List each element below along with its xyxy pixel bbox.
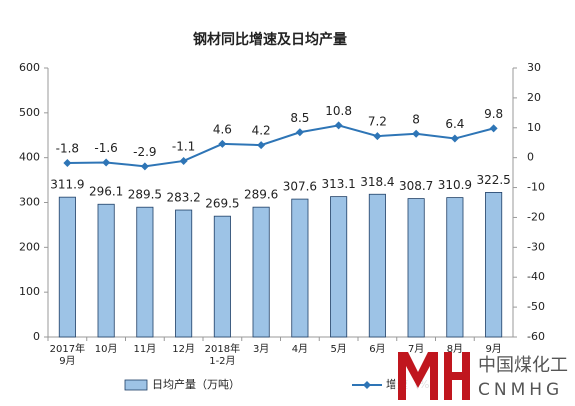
bar xyxy=(136,206,154,338)
bar-value-label: 322.5 xyxy=(476,173,510,187)
line-value-label: -1.6 xyxy=(94,141,117,155)
line-value-label: 8 xyxy=(412,112,420,126)
bar xyxy=(213,215,231,338)
bar-value-label: 296.1 xyxy=(89,185,123,199)
bar-value-label: 283.2 xyxy=(166,191,200,205)
chart-title: 钢材同比增速及日均产量 xyxy=(193,31,347,48)
x-tick-label: 12月 xyxy=(172,344,195,355)
y-tick-label: 300 xyxy=(19,196,40,209)
line-marker xyxy=(489,124,498,133)
legend-swatch xyxy=(124,379,148,391)
bar xyxy=(446,197,464,338)
bar xyxy=(97,203,115,338)
x-tick-label: 2018年 1-2月 xyxy=(204,344,241,367)
line-value-label: -2.9 xyxy=(133,145,156,159)
line-value-label: 10.8 xyxy=(325,104,352,118)
line-marker xyxy=(179,156,188,165)
legend-label: 日均产量（万吨） xyxy=(152,377,240,391)
line-marker xyxy=(450,134,459,143)
x-tick-label: 10月 xyxy=(94,344,118,355)
bar-value-label: 289.6 xyxy=(244,188,278,202)
watermark-bg xyxy=(395,345,575,406)
x-tick-label: 8月 xyxy=(446,344,464,355)
y-tick-label: 200 xyxy=(19,240,40,253)
legend-marker xyxy=(363,381,371,389)
y-tick-label: 100 xyxy=(19,285,40,298)
x-tick-label: 4月 xyxy=(291,344,309,355)
x-tick-label: 2017年 9月 xyxy=(49,344,86,367)
line-value-label: 8.5 xyxy=(290,111,309,125)
line-marker xyxy=(140,162,149,171)
line-marker xyxy=(257,141,266,150)
watermark: 中国煤化工 CNMHG xyxy=(395,345,575,406)
y-tick-label: 400 xyxy=(19,151,40,164)
x-tick-label: 9月 xyxy=(485,344,502,355)
y2-tick-label: 20 xyxy=(527,91,541,104)
x-tick-label: 3月 xyxy=(252,344,270,355)
watermark-cn: 中国煤化工 xyxy=(478,355,568,376)
line-marker xyxy=(334,121,343,130)
y2-tick-label: -30 xyxy=(527,240,545,253)
line-marker xyxy=(412,129,421,138)
bar xyxy=(368,193,386,338)
bar xyxy=(407,198,425,338)
y2-tick-label: -60 xyxy=(527,330,545,343)
line-value-label: -1.1 xyxy=(172,139,195,153)
line-value-label: -1.8 xyxy=(56,142,79,156)
line-value-label: 7.2 xyxy=(368,115,387,129)
x-tick-label: 5月 xyxy=(330,344,347,355)
watermark-en: CNMHG xyxy=(478,380,563,400)
line-marker xyxy=(295,128,304,137)
bar xyxy=(485,192,503,338)
bar-value-label: 311.9 xyxy=(50,178,84,192)
bar xyxy=(330,196,348,338)
line-marker xyxy=(63,159,72,168)
y2-tick-label: 10 xyxy=(527,121,541,134)
bar-value-label: 289.5 xyxy=(128,188,162,202)
line-value-label: 9.8 xyxy=(484,107,503,121)
bar-value-label: 269.5 xyxy=(205,197,239,211)
y2-tick-label: -10 xyxy=(527,181,545,194)
x-tick-label: 6月 xyxy=(369,344,386,355)
line-value-label: 6.4 xyxy=(445,117,464,131)
y2-tick-label: -50 xyxy=(527,300,545,313)
y2-tick-label: 30 xyxy=(527,61,541,74)
y2-tick-label: -40 xyxy=(527,270,545,283)
y2-tick-label: 0 xyxy=(527,151,534,164)
x-tick-label: 7月 xyxy=(407,344,425,355)
bar-value-label: 310.9 xyxy=(438,178,472,192)
bar-value-label: 313.1 xyxy=(321,177,355,191)
line-value-label: 4.2 xyxy=(252,124,271,138)
bar xyxy=(58,196,76,338)
bar xyxy=(175,209,193,338)
bar xyxy=(252,206,270,338)
line-value-label: 4.6 xyxy=(213,122,232,136)
watermark-logo xyxy=(398,352,470,400)
line-marker xyxy=(102,158,111,167)
bar xyxy=(291,198,309,338)
line-marker xyxy=(373,132,382,141)
bar-value-label: 318.4 xyxy=(360,175,394,189)
x-tick-label: 11月 xyxy=(133,344,157,355)
bar-value-label: 308.7 xyxy=(399,179,433,193)
y-tick-label: 0 xyxy=(33,330,40,343)
line-marker xyxy=(218,139,227,148)
line xyxy=(67,124,494,168)
y-tick-label: 600 xyxy=(19,61,40,74)
y-tick-label: 500 xyxy=(19,106,40,119)
bar-value-label: 307.6 xyxy=(283,180,317,194)
y2-tick-label: -20 xyxy=(527,210,545,223)
